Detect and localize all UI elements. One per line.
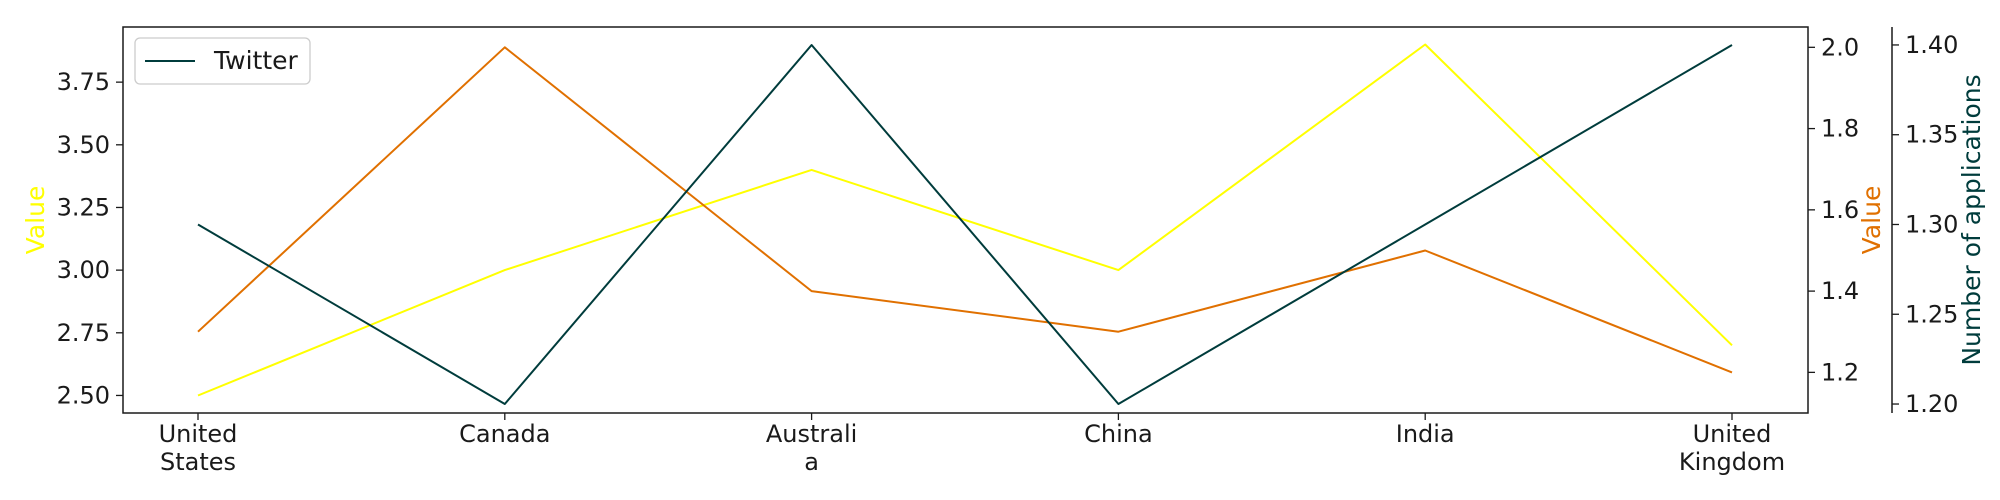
x-tick-label: United Kingdom bbox=[1679, 420, 1785, 476]
right1-y-axis-title: Value bbox=[1857, 186, 1886, 255]
right1-y-tick-label: 1.6 bbox=[1821, 196, 1859, 224]
legend: Twitter bbox=[135, 38, 310, 84]
left-y-tick-label: 2.75 bbox=[57, 319, 110, 347]
right2-y-tick-label: 1.20 bbox=[1905, 390, 1958, 418]
legend-label: Twitter bbox=[213, 46, 299, 75]
right1-y-tick-label: 1.8 bbox=[1821, 115, 1859, 143]
left-y-axis-title: Value bbox=[21, 186, 50, 255]
right1-y-tick-label: 2.0 bbox=[1821, 33, 1859, 61]
right1-y-tick-label: 1.2 bbox=[1821, 358, 1859, 386]
left-y-tick-label: 3.75 bbox=[57, 68, 110, 96]
right2-y-tick-label: 1.30 bbox=[1905, 210, 1958, 238]
left-y-tick-label: 3.25 bbox=[57, 193, 110, 221]
right1-y-tick-label: 1.4 bbox=[1821, 277, 1859, 305]
right2-y-axis-title: Number of applications bbox=[1957, 74, 1986, 365]
right2-y-tick-label: 1.25 bbox=[1905, 300, 1958, 328]
left-y-tick-label: 3.50 bbox=[57, 131, 110, 159]
right2-y-tick-label: 1.40 bbox=[1905, 31, 1958, 59]
right2-y-tick-label: 1.35 bbox=[1905, 121, 1958, 149]
left-y-tick-label: 3.00 bbox=[57, 256, 110, 284]
x-tick-label: India bbox=[1396, 420, 1455, 448]
x-tick-label: China bbox=[1084, 420, 1153, 448]
x-tick-label: Canada bbox=[459, 420, 550, 448]
left-y-tick-label: 2.50 bbox=[57, 381, 110, 409]
x-tick-label: United States bbox=[159, 420, 238, 476]
